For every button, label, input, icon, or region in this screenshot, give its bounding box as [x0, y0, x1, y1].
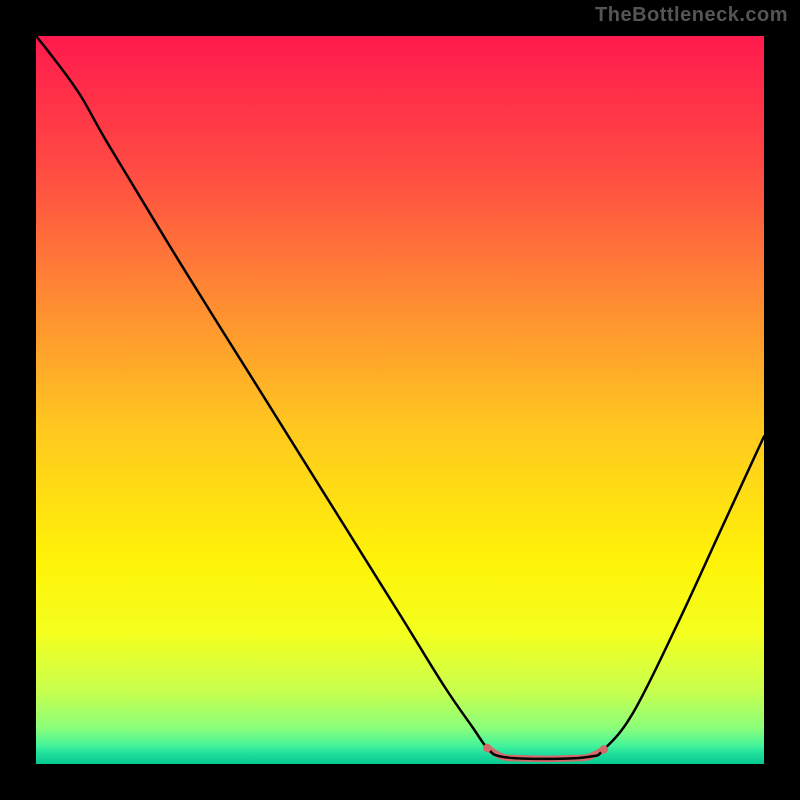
- trough-marker: [600, 745, 608, 753]
- watermark-text: TheBottleneck.com: [595, 4, 788, 27]
- plot-svg: [36, 36, 764, 764]
- trough-marker: [483, 744, 491, 752]
- gradient-background: [36, 36, 764, 764]
- chart-root: TheBottleneck.com: [0, 0, 800, 800]
- plot-area: [36, 36, 764, 764]
